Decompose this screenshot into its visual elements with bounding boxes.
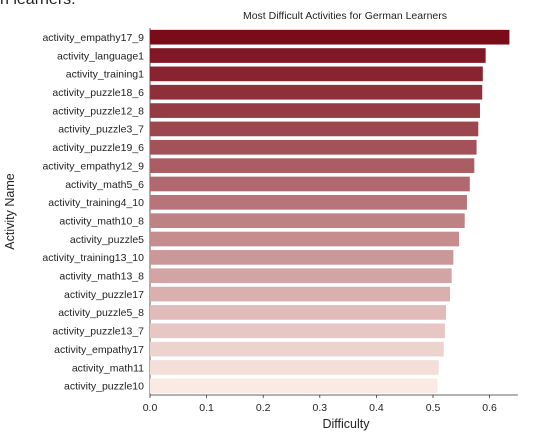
bar-activity_puzzle13_7 xyxy=(150,323,445,339)
bar-activity_math10_8 xyxy=(150,213,465,229)
category-label: activity_puzzle3_7 xyxy=(58,124,144,136)
bar-activity_puzzle5_8 xyxy=(150,305,447,320)
category-label: activity_puzzle19_6 xyxy=(52,142,144,154)
category-labels: activity_empathy17_9 activity_language1ac… xyxy=(42,32,144,393)
x-axis-title: Difficulty xyxy=(322,417,370,431)
axes xyxy=(149,28,518,396)
category-label: activity_puzzle18_6 xyxy=(52,87,144,99)
x-tick-label: 0.1 xyxy=(199,402,214,414)
category-label: activity_puzzle12_8 xyxy=(52,105,144,117)
x-tick-label: 0.0 xyxy=(143,402,158,414)
bar-activity_math5_6 xyxy=(150,176,470,192)
chart-title: Most Difficult Activities for German Lea… xyxy=(243,10,447,22)
category-label: activity_empathy17 xyxy=(54,344,144,356)
x-tick-label: 0.2 xyxy=(256,402,271,414)
bar-activity_empathy17_9 xyxy=(150,29,510,45)
category-label: activity_language1 xyxy=(57,50,144,62)
cropped-text-fragment: n learners. xyxy=(0,0,140,10)
x-tick-label: 0.6 xyxy=(482,402,497,414)
bar-activity_puzzle12_8 xyxy=(150,103,480,118)
bar-activity_training1 xyxy=(150,66,483,82)
bar-activity_puzzle10 xyxy=(150,378,438,394)
bar-activity_empathy17 xyxy=(150,341,444,357)
bars xyxy=(150,29,510,394)
bar-activity_language1 xyxy=(150,48,486,63)
bar-activity_puzzle17 xyxy=(150,286,450,302)
x-tick-labels: 0.0 0.1 0.2 0.3 0.4 0.5 0.6 xyxy=(143,395,497,414)
bar-activity_training4_10 xyxy=(150,194,467,210)
bar-activity_puzzle19_6 xyxy=(150,139,477,155)
bar-activity_puzzle18_6 xyxy=(150,84,483,100)
bar-activity_training13_10 xyxy=(150,250,454,265)
bar-activity_empathy12_9 xyxy=(150,158,475,173)
bar-activity_math13_8 xyxy=(150,268,452,284)
bar-activity_puzzle3_7 xyxy=(150,121,479,137)
cropped-text: n learners. xyxy=(0,0,76,9)
x-tick-label: 0.5 xyxy=(426,402,441,414)
category-label: activity_training4_10 xyxy=(48,197,144,209)
category-label: activity_math11 xyxy=(72,362,144,374)
y-axis-title: Activity Name xyxy=(3,173,17,249)
category-label: activity_empathy12_9 xyxy=(42,160,144,172)
category-label: activity_training1 xyxy=(66,69,144,81)
category-label: activity_empathy17_9 xyxy=(42,32,144,44)
category-label: activity_puzzle5 xyxy=(70,234,144,246)
bar-activity_puzzle5 xyxy=(150,231,460,247)
category-label: activity_math5_6 xyxy=(65,179,144,191)
category-label: activity_puzzle5_8 xyxy=(58,307,144,319)
category-label: activity_puzzle17 xyxy=(64,289,144,301)
category-label: activity_math13_8 xyxy=(59,271,144,283)
category-label: activity_puzzle13_7 xyxy=(52,326,144,338)
category-label: activity_puzzle10 xyxy=(64,381,144,393)
bar-activity_math11 xyxy=(150,360,439,375)
x-tick-label: 0.3 xyxy=(312,402,327,414)
x-tick-label: 0.4 xyxy=(369,402,384,414)
category-label: activity_training13_10 xyxy=(42,252,144,264)
category-label: activity_math10_8 xyxy=(59,215,144,227)
